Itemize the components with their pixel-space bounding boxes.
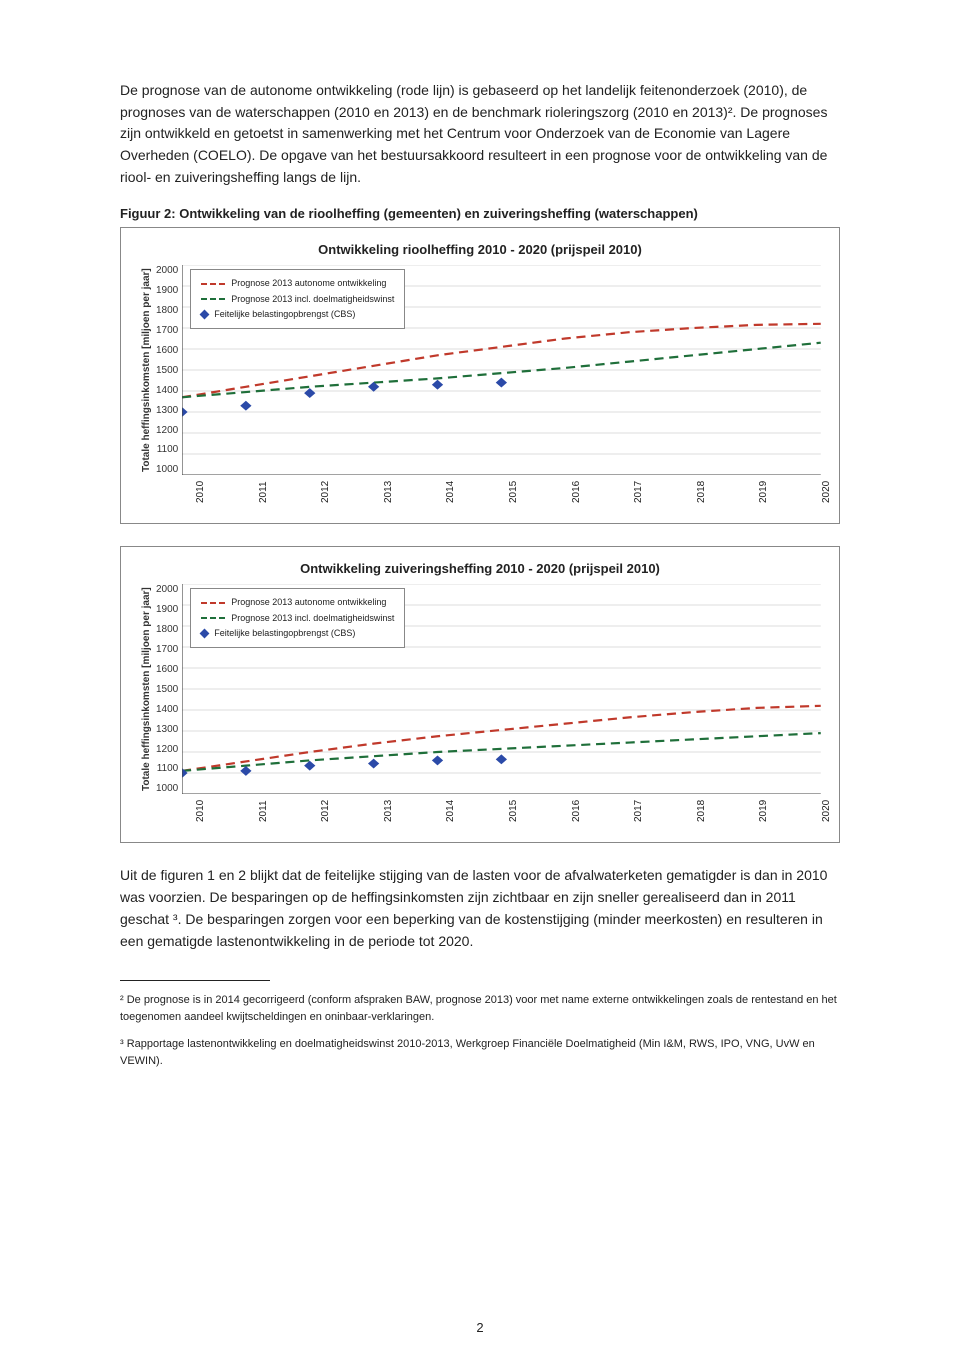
page-number: 2: [0, 1320, 960, 1335]
chart1-legend: Prognose 2013 autonome ontwikkeling Prog…: [190, 269, 405, 329]
footnote-2: ² De prognose is in 2014 gecorrigeerd (c…: [120, 992, 840, 1025]
chart1-yaxis: 2000190018001700160015001400130012001100…: [154, 265, 182, 475]
legend-autonome: Prognose 2013 autonome ontwikkeling: [231, 595, 386, 610]
chart1-title: Ontwikkeling rioolheffing 2010 - 2020 (p…: [139, 242, 821, 257]
chart2-yaxis: 2000190018001700160015001400130012001100…: [154, 584, 182, 794]
chart1-ylabel: Totale heffingsinkomsten [miljoen per ja…: [139, 265, 154, 475]
chart2-ylabel: Totale heffingsinkomsten [miljoen per ja…: [139, 584, 154, 794]
chart1-xaxis: 2010201120122013201420152016201720182019…: [195, 475, 821, 505]
chart2-title: Ontwikkeling zuiveringsheffing 2010 - 20…: [139, 561, 821, 576]
legend-doelmatig: Prognose 2013 incl. doelmatigheidswinst: [231, 292, 394, 307]
figure-caption: Figuur 2: Ontwikkeling van de rioolheffi…: [120, 206, 840, 221]
legend-feitelijk: Feitelijke belastingopbrengst (CBS): [214, 626, 355, 641]
body-paragraph-2: Uit de figuren 1 en 2 blijkt dat de feit…: [120, 865, 840, 952]
legend-autonome: Prognose 2013 autonome ontwikkeling: [231, 276, 386, 291]
chart-zuiveringsheffing: Ontwikkeling zuiveringsheffing 2010 - 20…: [120, 546, 840, 843]
footnote-rule: [120, 980, 270, 981]
chart-rioolheffing: Ontwikkeling rioolheffing 2010 - 2020 (p…: [120, 227, 840, 524]
legend-doelmatig: Prognose 2013 incl. doelmatigheidswinst: [231, 611, 394, 626]
body-paragraph-1: De prognose van de autonome ontwikkeling…: [120, 80, 840, 188]
legend-feitelijk: Feitelijke belastingopbrengst (CBS): [214, 307, 355, 322]
chart2-legend: Prognose 2013 autonome ontwikkeling Prog…: [190, 588, 405, 648]
chart2-xaxis: 2010201120122013201420152016201720182019…: [195, 794, 821, 824]
footnote-3: ³ Rapportage lastenontwikkeling en doelm…: [120, 1036, 840, 1069]
